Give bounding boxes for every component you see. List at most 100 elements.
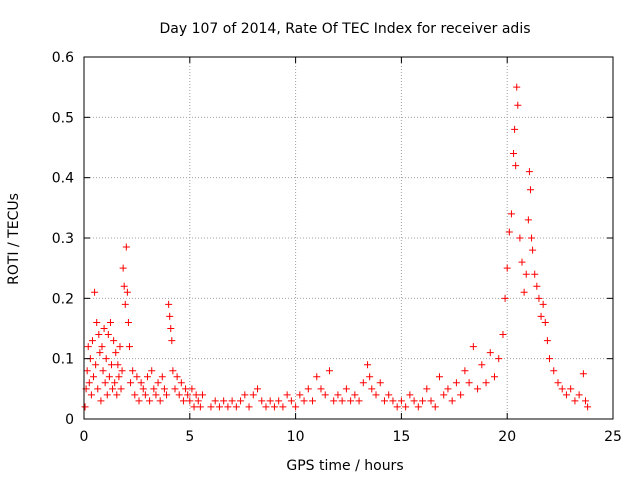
data-point <box>351 391 359 399</box>
data-point <box>546 355 554 363</box>
data-point <box>111 379 119 387</box>
data-point <box>364 361 372 369</box>
x-tick-label: 20 <box>498 429 516 445</box>
data-point <box>85 379 93 387</box>
data-point <box>104 331 112 339</box>
data-point <box>215 403 223 411</box>
data-point <box>537 312 545 320</box>
y-tick-label: 0.4 <box>52 171 74 187</box>
data-point <box>158 373 166 381</box>
data-point <box>173 373 181 381</box>
data-point <box>499 331 507 339</box>
data-point <box>507 210 515 218</box>
data-point <box>81 403 89 411</box>
data-point <box>571 397 579 405</box>
data-point <box>317 385 325 393</box>
data-point <box>543 337 551 345</box>
data-point <box>245 403 253 411</box>
data-point <box>465 379 473 387</box>
data-point <box>131 391 139 399</box>
data-point <box>198 391 206 399</box>
data-point <box>531 270 539 278</box>
data-point <box>116 343 124 351</box>
data-point <box>513 83 521 91</box>
data-point <box>359 379 367 387</box>
data-point <box>122 243 130 251</box>
data-point <box>88 337 96 345</box>
data-point <box>188 385 196 393</box>
data-point <box>168 337 176 345</box>
x-tick-labels: 0 5 10 15 20 25 <box>80 429 622 445</box>
data-point <box>529 246 537 254</box>
data-point <box>584 403 592 411</box>
data-point <box>372 391 380 399</box>
data-point <box>165 300 173 308</box>
x-tick-label: 10 <box>287 429 305 445</box>
data-point <box>117 385 125 393</box>
data-point <box>296 391 304 399</box>
x-tick-label: 25 <box>604 429 622 445</box>
data-point <box>156 397 164 405</box>
data-point <box>287 397 295 405</box>
data-point <box>177 379 185 387</box>
data-point <box>114 361 122 369</box>
x-tick-label: 5 <box>185 429 194 445</box>
data-point <box>109 385 117 393</box>
data-point <box>95 331 103 339</box>
data-point <box>121 300 129 308</box>
data-point <box>516 234 524 242</box>
data-point <box>279 403 287 411</box>
data-point <box>482 379 490 387</box>
data-point <box>190 403 198 411</box>
data-point <box>541 318 549 326</box>
y-tick-label: 0.1 <box>52 352 74 368</box>
data-point <box>427 397 435 405</box>
data-point <box>495 355 503 363</box>
axes-layer <box>83 56 614 420</box>
y-tick-labels: 0 0.1 0.2 0.3 0.4 0.5 0.6 <box>52 50 74 428</box>
data-point <box>402 403 410 411</box>
data-point <box>175 391 183 399</box>
data-point <box>510 150 518 158</box>
data-point <box>220 397 228 405</box>
data-point <box>102 355 110 363</box>
data-point <box>452 379 460 387</box>
data-point <box>115 373 123 381</box>
data-point <box>342 385 350 393</box>
data-point <box>182 385 190 393</box>
data-point <box>171 385 179 393</box>
data-point <box>90 373 98 381</box>
data-point <box>514 101 522 109</box>
data-point <box>146 397 154 405</box>
data-point <box>207 403 215 411</box>
data-point <box>123 288 131 296</box>
data-point <box>101 379 109 387</box>
data-point <box>461 367 469 375</box>
data-point <box>139 385 147 393</box>
data-point <box>313 373 321 381</box>
data-point <box>91 288 99 296</box>
data-point <box>486 349 494 357</box>
data-point <box>385 391 393 399</box>
data-point <box>511 125 519 133</box>
y-tick-label: 0.2 <box>52 291 74 307</box>
data-point <box>262 403 270 411</box>
data-point <box>389 397 397 405</box>
data-point <box>512 162 520 170</box>
data-point <box>554 379 562 387</box>
data-point <box>457 391 465 399</box>
data-point <box>135 397 143 405</box>
data-point <box>192 391 200 399</box>
x-tick-label: 0 <box>80 429 89 445</box>
data-point <box>100 325 108 332</box>
data-point <box>108 361 116 369</box>
data-point <box>501 294 509 302</box>
data-point <box>113 391 121 399</box>
data-point <box>520 288 528 296</box>
chart-title: Day 107 of 2014, Rate Of TEC Index for r… <box>159 21 530 37</box>
data-point <box>522 270 530 278</box>
grid-layer <box>84 57 613 419</box>
data-point <box>393 403 401 411</box>
data-point <box>150 385 158 393</box>
